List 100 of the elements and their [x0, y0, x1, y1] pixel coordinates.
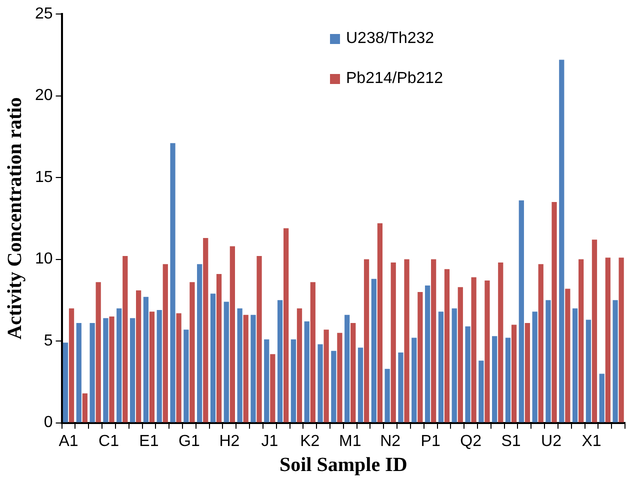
x-axis-title: Soil Sample ID: [279, 454, 408, 476]
x-tick-label: S1: [501, 432, 521, 450]
bar: [511, 324, 517, 422]
bar: [612, 300, 618, 422]
bar: [324, 330, 329, 422]
bar: [418, 292, 423, 422]
bar: [136, 290, 142, 422]
bar: [62, 342, 68, 422]
bar: [149, 312, 155, 422]
x-tick-label: U2: [541, 432, 562, 450]
bar: [358, 348, 364, 422]
bar: [465, 326, 470, 422]
bar: [350, 323, 356, 422]
bar: [130, 318, 136, 422]
bar: [377, 223, 383, 422]
x-tick-label: H2: [219, 432, 240, 450]
bar: [76, 323, 82, 422]
bar: [390, 262, 396, 422]
bar: [190, 282, 195, 422]
bar: [424, 285, 430, 422]
bar: [82, 393, 88, 422]
bar: [438, 312, 444, 422]
bar: [565, 288, 570, 422]
bar: [256, 256, 262, 422]
bar: [290, 339, 296, 422]
bar: [184, 330, 189, 422]
bar: [216, 274, 222, 422]
x-tick-label: M1: [338, 432, 362, 450]
bar: [484, 280, 490, 422]
x-tick-label: C1: [98, 432, 120, 450]
bar: [156, 310, 162, 422]
bar: [68, 308, 74, 422]
bar: [518, 200, 524, 422]
bar: [203, 238, 208, 422]
bar: [524, 323, 530, 422]
bar: [170, 143, 176, 422]
bar: [143, 296, 149, 422]
x-tick-label: J1: [261, 432, 278, 450]
bar: [478, 360, 484, 422]
bar: [277, 300, 283, 422]
bar: [505, 338, 511, 422]
bar: [176, 313, 182, 422]
bar: [452, 308, 457, 422]
y-tick-label: 15: [35, 168, 53, 186]
legend-label: U238/Th232: [346, 30, 434, 48]
bar: [224, 302, 229, 422]
bar: [284, 228, 289, 422]
x-tick-label: E1: [139, 432, 159, 450]
y-tick-label: 5: [44, 332, 53, 350]
x-tick-label: P1: [420, 432, 440, 450]
x-tick-label: G1: [178, 432, 200, 450]
bar: [210, 294, 216, 422]
y-tick-label: 20: [35, 87, 53, 104]
x-tick-label: K2: [300, 432, 320, 450]
bar: [103, 318, 108, 422]
bar: [618, 258, 624, 422]
legend-label: Pb214/Pb212: [346, 70, 443, 88]
bar: [364, 259, 370, 422]
bar: [538, 264, 544, 422]
bar: [337, 332, 342, 422]
bar: [296, 308, 302, 422]
bar: [264, 339, 270, 422]
bar: [96, 282, 101, 422]
bar: [471, 277, 476, 422]
x-tick-label: A1: [58, 432, 78, 450]
x-tick-label: X1: [582, 432, 602, 450]
bar: [250, 314, 256, 422]
bar: [310, 282, 316, 422]
bar: [122, 256, 128, 422]
bar: [398, 352, 404, 422]
bar: [552, 202, 557, 422]
bar: [384, 368, 390, 422]
bar: [90, 323, 95, 422]
bar: [270, 354, 276, 422]
bar: [331, 350, 336, 422]
bar: [586, 320, 592, 422]
bar: [599, 374, 604, 422]
bar: [371, 278, 376, 422]
bar: [498, 262, 504, 422]
bar: [431, 259, 436, 422]
bar: [404, 259, 410, 422]
bar: [592, 240, 598, 422]
bar: [412, 338, 417, 422]
bar: [237, 308, 242, 422]
bar: [578, 259, 584, 422]
bar: [243, 314, 248, 422]
bar: [572, 308, 578, 422]
x-tick-label: N2: [380, 432, 401, 450]
x-tick-label: Q2: [460, 432, 482, 450]
y-tick-label: 10: [35, 250, 53, 268]
bar: [444, 269, 450, 422]
bar: [197, 264, 202, 422]
y-tick-label: 0: [44, 414, 53, 432]
bar: [116, 308, 122, 422]
bar: [605, 258, 610, 422]
bar: [559, 60, 564, 422]
bar: [546, 300, 551, 422]
bar: [230, 246, 235, 422]
bar: [492, 336, 498, 422]
bar: [344, 314, 350, 422]
